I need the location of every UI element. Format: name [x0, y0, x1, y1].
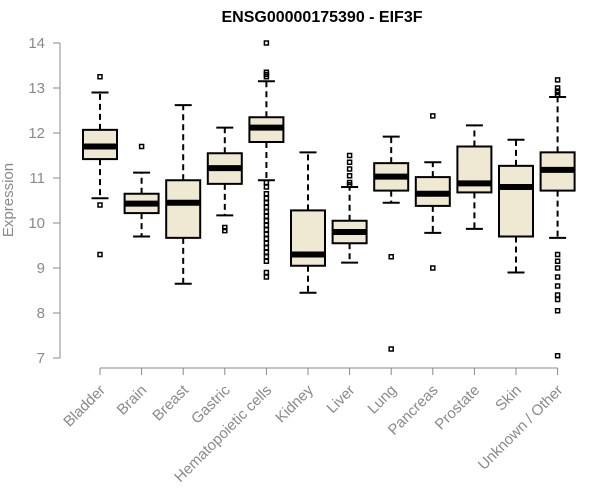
outlier-point: [97, 202, 103, 208]
box-group: [498, 138, 534, 274]
outlier-point: [430, 265, 436, 271]
outlier-point: [263, 249, 270, 255]
outlier-point: [346, 182, 353, 188]
chart-title: ENSG00000175390 - EIF3F: [221, 9, 422, 26]
x-tick-label: Bladder: [60, 382, 109, 431]
outlier-point: [263, 218, 270, 224]
box-group: [82, 74, 118, 258]
x-tick-label: Brain: [114, 382, 151, 419]
box-group: [456, 124, 493, 230]
y-tick-label: 10: [28, 215, 45, 232]
outlier-point: [263, 231, 270, 237]
outlier-point: [263, 179, 270, 186]
y-tick-label: 14: [28, 35, 45, 52]
outlier-point: [263, 184, 270, 190]
box-group: [165, 104, 202, 285]
boxes-group: [82, 40, 576, 359]
outlier-point: [263, 236, 270, 242]
outlier-point: [222, 224, 228, 231]
outlier-point: [263, 74, 270, 80]
outlier-point: [263, 240, 270, 246]
x-tick-label: Breast: [149, 381, 192, 424]
outlier-point: [263, 213, 270, 219]
outlier-point: [554, 274, 561, 280]
x-tick-label: Prostate: [432, 382, 484, 434]
outlier-point: [554, 77, 561, 83]
outlier-point: [263, 195, 270, 201]
outlier-point: [554, 258, 561, 264]
outlier-point: [388, 254, 394, 260]
y-tick-label: 13: [28, 80, 45, 97]
box-group: [373, 135, 410, 352]
outlier-point: [263, 209, 270, 215]
y-axis: 7 8 9 10 11 12 13 14: [28, 35, 61, 367]
outlier-point: [554, 265, 561, 271]
outlier-point: [554, 292, 561, 298]
box-group: [414, 113, 451, 271]
outlier-point: [346, 166, 353, 172]
outlier-point: [388, 346, 394, 352]
y-tick-label: 11: [29, 170, 45, 187]
box-group: [123, 143, 160, 238]
box-group: [248, 40, 285, 280]
outlier-point: [263, 274, 270, 280]
outlier-point: [554, 353, 561, 359]
y-tick-label: 7: [37, 350, 45, 367]
box-rect: [165, 179, 202, 239]
outlier-point: [138, 143, 145, 150]
x-tick-label: Liver: [323, 382, 358, 417]
outlier-point: [554, 251, 561, 258]
outlier-point: [554, 92, 561, 98]
box-group: [206, 126, 243, 234]
outlier-point: [222, 227, 228, 234]
outlier-point: [554, 296, 561, 303]
outlier-point: [554, 308, 561, 314]
y-tick-label: 12: [28, 125, 45, 142]
outlier-point: [263, 269, 270, 276]
outlier-point: [263, 40, 270, 46]
outlier-point: [346, 173, 353, 179]
outlier-point: [97, 251, 103, 258]
box-rect: [498, 164, 534, 238]
outlier-point: [263, 227, 270, 233]
box-group: [290, 151, 326, 294]
x-tick-label: Skin: [492, 382, 525, 415]
outlier-point: [430, 113, 436, 119]
outlier-point: [554, 283, 561, 289]
outlier-point: [263, 245, 270, 251]
y-tick-label: 8: [37, 305, 45, 322]
outlier-point: [263, 254, 270, 260]
y-axis-label: Expression: [0, 163, 17, 237]
x-tick-label: Kidney: [272, 381, 317, 426]
outlier-point: [263, 204, 270, 210]
box-group: [539, 77, 576, 359]
x-tick-label: Lung: [364, 382, 400, 418]
outlier-point: [346, 152, 353, 159]
outlier-point: [263, 258, 270, 264]
outlier-point: [97, 74, 103, 80]
outlier-point: [346, 159, 353, 165]
outlier-point: [263, 222, 270, 228]
outlier-point: [263, 200, 270, 206]
y-tick-label: 9: [37, 260, 45, 277]
box-group: [331, 152, 368, 264]
outlier-point: [263, 191, 270, 197]
